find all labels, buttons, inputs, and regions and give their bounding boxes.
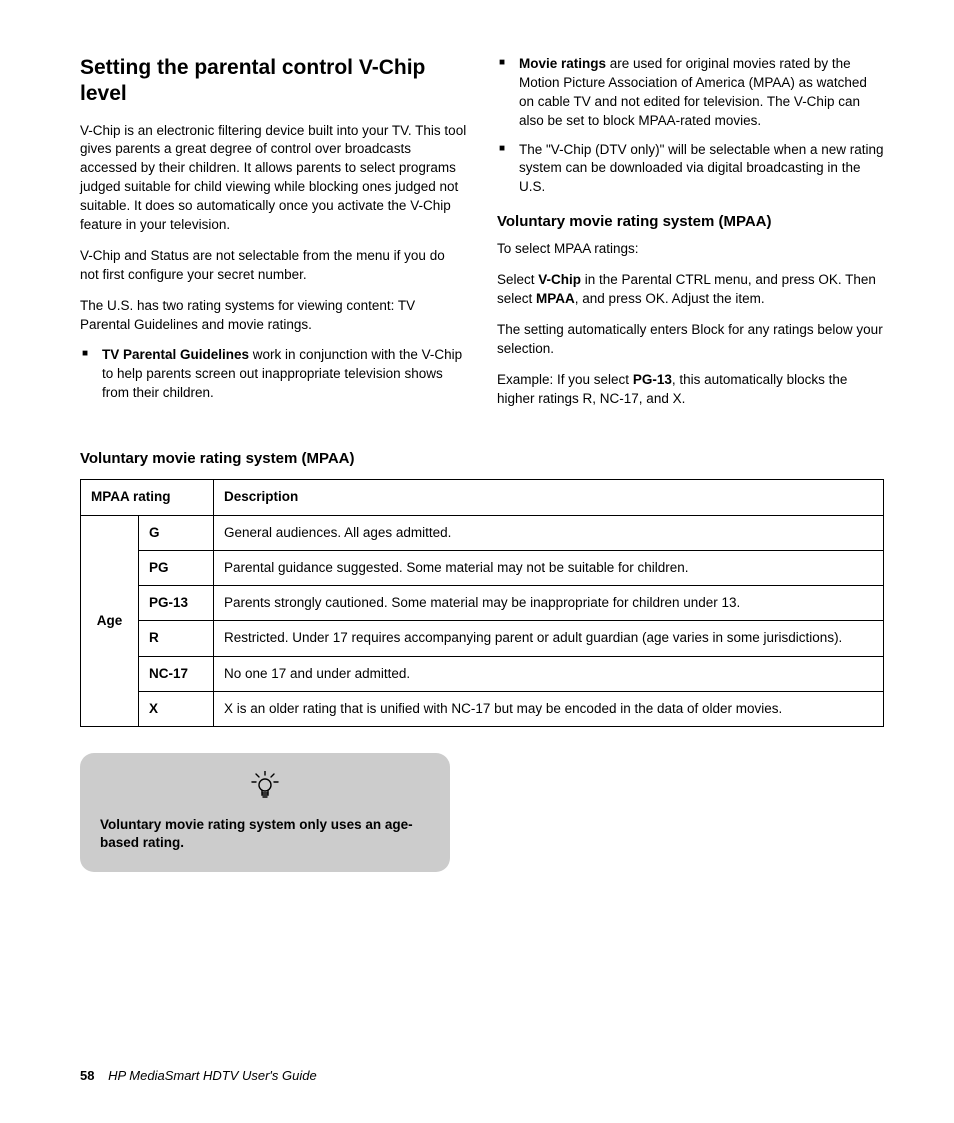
movie-ratings-bullet: Movie ratings are used for original movi… bbox=[497, 55, 884, 131]
rating-desc: General audiences. All ages admitted. bbox=[214, 515, 884, 550]
left-column: Setting the parental control V-Chip leve… bbox=[80, 55, 467, 420]
page-number: 58 bbox=[80, 1068, 94, 1083]
rating-desc: X is an older rating that is unified wit… bbox=[214, 691, 884, 726]
tv-guidelines-bullet: TV Parental Guidelines work in conjuncti… bbox=[80, 346, 467, 403]
table-row: NC-17 No one 17 and under admitted. bbox=[81, 656, 884, 691]
intro-paragraph-1: V-Chip is an electronic filtering device… bbox=[80, 122, 467, 235]
th-description: Description bbox=[214, 480, 884, 515]
table-row: Age G General audiences. All ages admitt… bbox=[81, 515, 884, 550]
table-heading: Voluntary movie rating system (MPAA) bbox=[80, 450, 884, 467]
vchip-dtv-bullet: The "V-Chip (DTV only)" will be selectab… bbox=[497, 141, 884, 198]
rating-code: G bbox=[139, 515, 214, 550]
table-row: PG Parental guidance suggested. Some mat… bbox=[81, 550, 884, 585]
tip-text: Voluntary movie rating system only uses … bbox=[100, 816, 430, 852]
rating-code: R bbox=[139, 621, 214, 656]
intro-paragraph-3: The U.S. has two rating systems for view… bbox=[80, 297, 467, 335]
right-bullet-list: Movie ratings are used for original movi… bbox=[497, 55, 884, 197]
page-heading: Setting the parental control V-Chip leve… bbox=[80, 55, 467, 108]
rating-desc: Parents strongly cautioned. Some materia… bbox=[214, 586, 884, 621]
tip-box: Voluntary movie rating system only uses … bbox=[80, 753, 450, 872]
rating-code: PG-13 bbox=[139, 586, 214, 621]
left-bullet-list: TV Parental Guidelines work in conjuncti… bbox=[80, 346, 467, 403]
mpaa-p4: Example: If you select PG-13, this autom… bbox=[497, 371, 884, 409]
page-footer: 58 HP MediaSmart HDTV User's Guide bbox=[80, 1068, 317, 1083]
rating-desc: No one 17 and under admitted. bbox=[214, 656, 884, 691]
mpaa-table: MPAA rating Description Age G General au… bbox=[80, 479, 884, 727]
table-row: X X is an older rating that is unified w… bbox=[81, 691, 884, 726]
rating-code: PG bbox=[139, 550, 214, 585]
mpaa-p1: To select MPAA ratings: bbox=[497, 240, 884, 259]
table-section: Voluntary movie rating system (MPAA) MPA… bbox=[80, 450, 884, 872]
table-header-row: MPAA rating Description bbox=[81, 480, 884, 515]
tv-guidelines-bold: TV Parental Guidelines bbox=[102, 347, 249, 362]
rating-code: NC-17 bbox=[139, 656, 214, 691]
mpaa-p3: The setting automatically enters Block f… bbox=[497, 321, 884, 359]
lightbulb-icon bbox=[100, 771, 430, 806]
footer-title: HP MediaSmart HDTV User's Guide bbox=[108, 1068, 317, 1083]
rating-desc: Parental guidance suggested. Some materi… bbox=[214, 550, 884, 585]
intro-paragraph-2: V-Chip and Status are not selectable fro… bbox=[80, 247, 467, 285]
mpaa-p2: Select V-Chip in the Parental CTRL menu,… bbox=[497, 271, 884, 309]
rating-code: X bbox=[139, 691, 214, 726]
th-rating: MPAA rating bbox=[81, 480, 214, 515]
right-column: Movie ratings are used for original movi… bbox=[497, 55, 884, 420]
table-row: PG-13 Parents strongly cautioned. Some m… bbox=[81, 586, 884, 621]
movie-ratings-bold: Movie ratings bbox=[519, 56, 606, 71]
mpaa-subheading: Voluntary movie rating system (MPAA) bbox=[497, 213, 884, 230]
table-row: R Restricted. Under 17 requires accompan… bbox=[81, 621, 884, 656]
age-cell: Age bbox=[81, 515, 139, 726]
rating-desc: Restricted. Under 17 requires accompanyi… bbox=[214, 621, 884, 656]
